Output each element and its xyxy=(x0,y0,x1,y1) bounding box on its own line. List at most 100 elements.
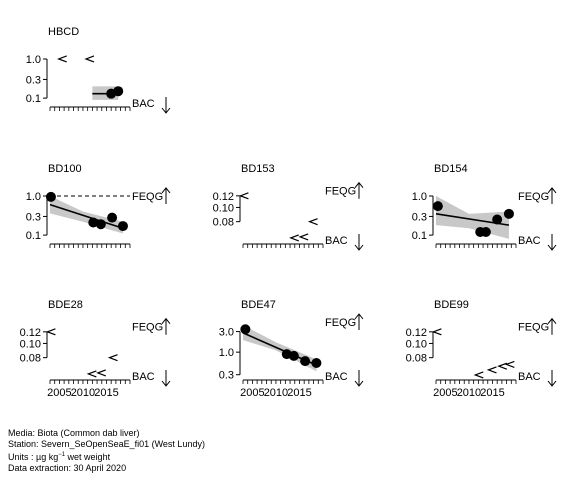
panel-bde47: BDE47 3.0 1.0 0.3 2005 2010 2015 FEQG BAC xyxy=(219,299,364,399)
less-than-marker xyxy=(431,328,442,336)
figure-footer: Media: Biota (Common dab liver) Station:… xyxy=(8,428,205,474)
arrow-down-icon xyxy=(161,97,171,114)
x-tick-label: 2015 xyxy=(94,387,118,399)
extraction-date-label: Data extraction: 30 April 2020 xyxy=(8,463,127,473)
media-label: Media: Biota (Common dab liver) xyxy=(8,428,140,438)
x-tick-label: 2010 xyxy=(71,387,95,399)
units-exponent: −1 xyxy=(58,452,66,458)
reference-label-feqg: FEQG xyxy=(132,191,163,203)
y-tick-label: 0.3 xyxy=(26,211,41,223)
data-point xyxy=(95,219,106,230)
less-than-marker xyxy=(45,328,56,336)
y-tick-label: 1.0 xyxy=(219,347,234,359)
panel-title: BDE28 xyxy=(48,299,83,311)
less-than-marker xyxy=(86,370,97,378)
arrow-up-icon xyxy=(354,313,364,330)
y-tick-label: 0.08 xyxy=(406,353,427,365)
y-tick-label: 0.12 xyxy=(20,327,41,339)
data-point xyxy=(45,191,56,202)
data-point xyxy=(503,208,514,219)
y-tick-label: 0.10 xyxy=(213,202,234,214)
panel-bd100: BD100 1.0 0.3 0.1 FEQG xyxy=(26,163,171,248)
data-point xyxy=(88,217,99,228)
y-tick-label: 0.1 xyxy=(412,230,427,242)
units-suffix: wet weight xyxy=(65,452,111,462)
y-tick-label: 0.10 xyxy=(20,338,41,350)
data-point xyxy=(117,221,128,232)
panel-hbcd: HBCD 1.0 0.3 0.1 BAC xyxy=(26,26,171,114)
x-tick-label: 2015 xyxy=(480,387,504,399)
y-tick-label: 0.12 xyxy=(406,327,427,339)
data-point xyxy=(300,356,311,367)
y-tick-label: 0.1 xyxy=(26,230,41,242)
panel-bd153: BD153 0.120.10 0.08 FEQG BAC xyxy=(213,163,364,251)
arrow-up-icon xyxy=(547,187,557,204)
panel-title: BD100 xyxy=(48,163,82,175)
reference-label-feqg: FEQG xyxy=(325,186,356,198)
x-tick-label: 2010 xyxy=(457,387,481,399)
data-point xyxy=(240,324,251,335)
less-than-marker xyxy=(307,218,318,226)
less-than-marker xyxy=(298,233,309,241)
y-tick-label: 1.0 xyxy=(26,54,41,66)
units-prefix: Units : µg kg xyxy=(8,452,59,462)
data-point xyxy=(107,212,118,223)
arrow-down-icon xyxy=(547,370,557,387)
panel-title: BDE99 xyxy=(434,299,469,311)
less-than-marker xyxy=(497,362,508,370)
panel-bd154: BD154 1.0 0.3 0.1 FEQG BAC xyxy=(412,163,557,251)
reference-label-bac: BAC xyxy=(325,235,348,247)
trend-line xyxy=(49,203,124,229)
y-tick-label: 0.3 xyxy=(219,370,234,382)
x-tick-label: 2010 xyxy=(264,387,288,399)
reference-label-bac: BAC xyxy=(518,371,541,383)
y-tick-label: 0.08 xyxy=(20,353,41,365)
data-point xyxy=(432,201,443,212)
reference-label-bac: BAC xyxy=(132,371,155,383)
y-tick-label: 0.3 xyxy=(412,211,427,223)
reference-label-feqg: FEQG xyxy=(518,322,549,334)
panel-title: BD153 xyxy=(241,163,275,175)
less-than-marker xyxy=(84,55,95,63)
y-tick-label: 0.3 xyxy=(26,74,41,86)
arrow-up-icon xyxy=(161,317,171,335)
less-than-marker xyxy=(473,371,484,379)
arrow-down-icon xyxy=(354,234,364,251)
units-label: Units : µg kg−1 wet weight xyxy=(8,450,205,463)
data-point xyxy=(311,358,322,369)
reference-label-bac: BAC xyxy=(132,98,155,110)
y-tick-label: 1.0 xyxy=(412,191,427,203)
data-point xyxy=(288,350,299,361)
x-tick-label: 2005 xyxy=(240,387,264,399)
x-tick-label: 2005 xyxy=(433,387,457,399)
less-than-marker xyxy=(96,369,106,377)
reference-label-feqg: FEQG xyxy=(518,191,549,203)
reference-label-feqg: FEQG xyxy=(132,322,163,334)
station-label: Station: Severn_SeOpenSeaE_fi01 (West Lu… xyxy=(8,439,205,449)
confidence-band xyxy=(436,195,509,239)
panel-bde28: BDE28 0.120.10 0.08 2005 2010 2015 FEQG BAC xyxy=(20,299,171,399)
reference-label-bac: BAC xyxy=(325,371,348,383)
data-point xyxy=(480,227,491,238)
panel-title: HBCD xyxy=(48,26,79,38)
y-tick-label: 3.0 xyxy=(219,327,234,339)
arrow-up-icon xyxy=(161,187,171,204)
y-tick-label: 0.12 xyxy=(213,191,234,203)
data-point xyxy=(492,214,503,225)
y-tick-label: 0.10 xyxy=(406,338,427,350)
x-tick-label: 2015 xyxy=(287,387,311,399)
panel-title: BD154 xyxy=(434,163,468,175)
arrow-down-icon xyxy=(547,234,557,251)
x-tick-label: 2005 xyxy=(47,387,71,399)
less-than-marker xyxy=(504,360,515,368)
arrow-up-icon xyxy=(547,317,557,335)
arrow-down-icon xyxy=(354,370,364,387)
less-than-marker xyxy=(56,55,67,63)
less-than-marker xyxy=(107,354,118,362)
less-than-marker xyxy=(238,192,249,200)
less-than-marker xyxy=(289,234,299,242)
y-tick-label: 1.0 xyxy=(26,191,41,203)
panel-title: BDE47 xyxy=(241,299,276,311)
panel-bde99: BDE99 0.120.10 0.08 2005 2010 2015 FEQG BAC xyxy=(406,299,557,399)
